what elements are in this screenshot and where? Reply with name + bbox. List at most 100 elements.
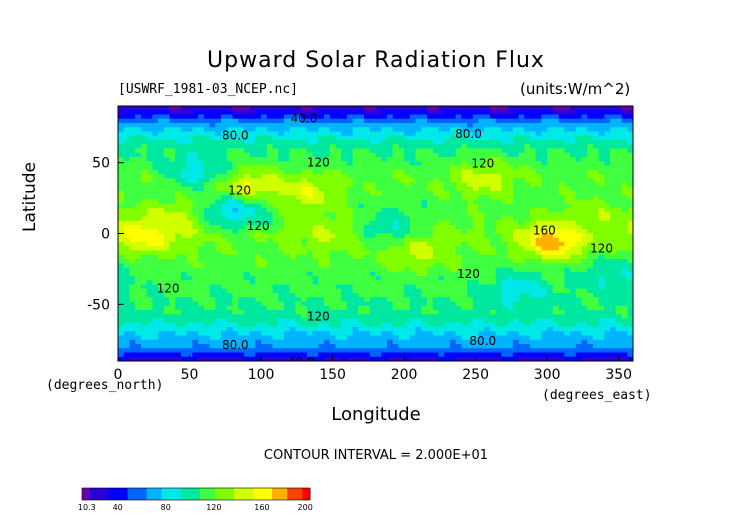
heatmap-cell [335,284,342,290]
heatmap-cell [152,165,159,171]
heatmap-cell [346,305,354,311]
heatmap-cell [449,276,457,281]
heatmap-cell [564,276,571,281]
heatmap-cell [392,140,399,145]
heatmap-cell [524,216,531,222]
heatmap-cell [123,152,131,158]
heatmap-cell [512,178,520,184]
heatmap-cell [581,254,588,260]
heatmap-cell [461,131,468,137]
heatmap-cell [581,267,588,273]
heatmap-cell [272,254,279,260]
heatmap-cell [249,191,256,196]
heatmap-cell [530,123,537,128]
heatmap-cell [495,199,502,205]
heatmap-cell [364,152,371,158]
heatmap-cell [283,225,291,230]
heatmap-cell [209,267,216,273]
heatmap-cell [358,229,365,235]
heatmap-cell [341,229,348,235]
heatmap-cell [438,301,445,307]
heatmap-cell [238,263,245,269]
heatmap-cell [501,144,508,150]
heatmap-cell [352,237,359,243]
heatmap-cell [467,148,474,154]
heatmap-cell [118,229,125,235]
heatmap-cell [266,161,274,167]
heatmap-cell [369,212,377,218]
heatmap-cell [283,127,291,133]
heatmap-cell [163,284,171,290]
heatmap-cell [118,263,125,269]
heatmap-cell [415,259,422,264]
heatmap-cell [243,271,251,277]
heatmap-cell [129,203,136,209]
heatmap-cell [449,242,457,247]
heatmap-cell [398,144,405,150]
heatmap-cell [398,327,405,332]
heatmap-cell [535,174,543,179]
heatmap-cell [495,106,502,111]
heatmap-cell [180,118,188,124]
heatmap-cell [352,140,359,145]
heatmap-cell [381,322,388,328]
heatmap-cell [335,157,342,162]
heatmap-cell [261,259,268,264]
heatmap-cell [329,276,337,281]
heatmap-cell [346,263,354,269]
heatmap-cell [558,271,565,277]
heatmap-cell [266,263,274,269]
heatmap-cell [478,212,485,218]
heatmap-cell [444,293,451,298]
heatmap-cell [587,293,594,298]
heatmap-cell [203,220,211,226]
heatmap-cell [318,123,325,128]
heatmap-cell [530,178,537,184]
heatmap-cell [249,284,256,290]
heatmap-cell [118,148,125,154]
heatmap-cell [318,297,325,303]
heatmap-cell [461,293,468,298]
heatmap-cell [547,310,554,315]
heatmap-cell [478,237,485,243]
heatmap-cell [215,229,222,235]
heatmap-cell [421,178,428,184]
heatmap-cell [409,165,417,171]
heatmap-cell [249,195,256,201]
heatmap-cell [272,301,279,307]
heatmap-cell [324,106,331,111]
heatmap-cell [221,263,228,269]
heatmap-cell [324,335,331,341]
heatmap-cell [472,225,480,230]
heatmap-cell [444,135,451,141]
heatmap-cell [409,331,417,337]
heatmap-cell [558,131,565,137]
heatmap-cell [255,305,262,311]
heatmap-cell [215,284,222,290]
heatmap-cell [232,284,239,290]
heatmap-cell [386,293,394,298]
heatmap-cell [249,242,256,247]
heatmap-cell [238,254,245,260]
heatmap-cell [249,123,256,128]
heatmap-cell [484,310,491,315]
heatmap-cell [301,191,308,196]
heatmap-cell [524,237,531,243]
heatmap-cell [221,276,228,281]
heatmap-cell [266,182,274,188]
heatmap-cell [261,331,268,337]
heatmap-cell [570,322,577,328]
heatmap-cell [175,148,182,154]
heatmap-cell [409,195,417,201]
heatmap-cell [261,220,268,226]
heatmap-cell [255,110,262,116]
heatmap-cell [507,110,514,116]
heatmap-cell [524,165,531,171]
heatmap-cell [530,276,537,281]
heatmap-cell [427,267,434,273]
heatmap-cell [558,322,565,328]
heatmap-cell [381,280,388,286]
heatmap-cell [186,114,193,120]
heatmap-cell [547,157,554,162]
heatmap-cell [467,161,474,167]
